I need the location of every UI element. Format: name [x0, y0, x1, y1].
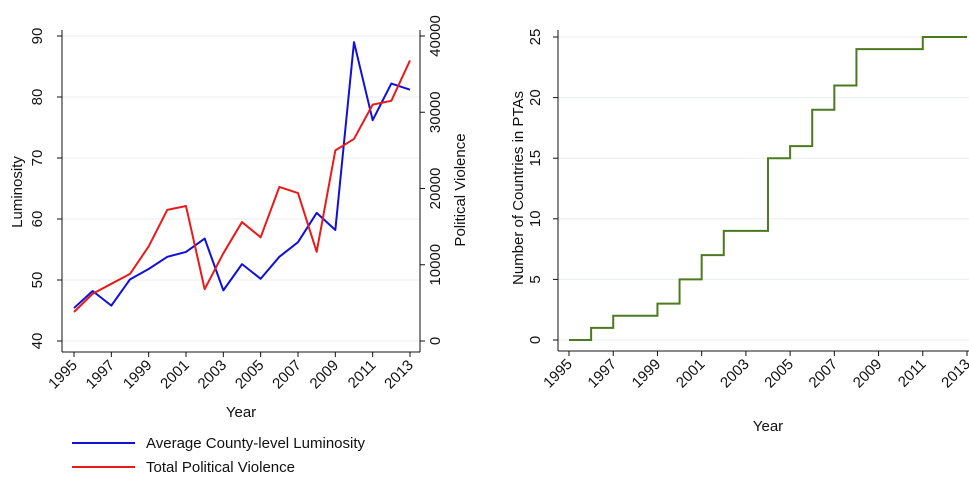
left-x-tick-label: 1995 — [45, 357, 81, 393]
left-x-tick-label: 2007 — [269, 357, 305, 393]
left-chart-series — [73, 41, 411, 313]
right-y-tick-label: 10000 — [427, 244, 444, 286]
right-chart-y-axis-label: Number of Countries in PTAs — [510, 91, 527, 285]
right-chart-x-tick-label: 2007 — [806, 356, 842, 392]
right-chart-x-tick-label: 2011 — [895, 356, 930, 391]
right-chart-x-tick-label: 2013 — [938, 356, 969, 392]
right-chart-y-tick-label: 20 — [527, 89, 544, 106]
right-chart-y-tick-label: 25 — [527, 29, 544, 46]
right-chart-x-axis-label: Year — [753, 418, 783, 435]
right-y-tick-label: 30000 — [427, 91, 444, 133]
right-chart-x-tick-label: 2003 — [717, 356, 753, 392]
pta-countries-step-line — [569, 36, 967, 341]
left-y-tick-label: 50 — [29, 272, 46, 289]
right-chart-x-tick-label: 2009 — [850, 356, 886, 392]
right-chart-x-tick-label: 1997 — [584, 356, 620, 392]
left-y-tick-label: 80 — [29, 89, 46, 106]
political-violence-series-line — [73, 59, 411, 313]
right-chart-grid — [558, 36, 969, 341]
left-y-tick-label: 40 — [29, 333, 46, 350]
right-chart-y-tick-label: 5 — [527, 275, 544, 283]
left-y-axis-label: Luminosity — [9, 156, 26, 228]
right-chart-x-tick-label: 1999 — [629, 356, 665, 392]
right-y-axis-label: Political Violence — [452, 133, 469, 246]
right-chart-y-tick-label: 15 — [527, 150, 544, 167]
legend-label-violence: Total Political Violence — [146, 459, 295, 476]
luminosity-series-line — [73, 41, 411, 309]
left-y-tick-label: 90 — [29, 28, 46, 45]
legend-label-luminosity: Average County-level Luminosity — [146, 435, 366, 452]
left-x-tick-label: 2011 — [345, 357, 380, 392]
right-chart-y-tick-label: 10 — [527, 210, 544, 227]
right-chart-x-tick-label: 2005 — [761, 356, 797, 392]
left-x-axis-label: Year — [226, 404, 256, 421]
left-x-tick-label: 1997 — [83, 357, 119, 393]
left-x-tick-label: 1999 — [120, 357, 156, 393]
right-y-tick-label: 40000 — [427, 15, 444, 57]
legend: Average County-level Luminosity Total Po… — [72, 435, 366, 476]
right-chart-series — [569, 36, 967, 341]
left-chart-grid — [62, 35, 420, 342]
left-x-tick-label: 2013 — [381, 357, 417, 393]
left-x-tick-label: 2003 — [195, 357, 231, 393]
right-chart-x-tick-label: 2001 — [673, 356, 709, 392]
right-chart-y-tick-label: 0 — [527, 336, 544, 344]
left-x-tick-label: 2009 — [307, 357, 343, 393]
left-y-tick-label: 70 — [29, 150, 46, 167]
left-x-tick-label: 2005 — [232, 357, 268, 393]
right-chart-x-tick-label: 1995 — [540, 356, 576, 392]
right-y-tick-label: 20000 — [427, 168, 444, 210]
left-x-tick-label: 2001 — [157, 357, 193, 393]
right-y-tick-label: 0 — [427, 337, 444, 345]
left-y-tick-label: 60 — [29, 211, 46, 228]
